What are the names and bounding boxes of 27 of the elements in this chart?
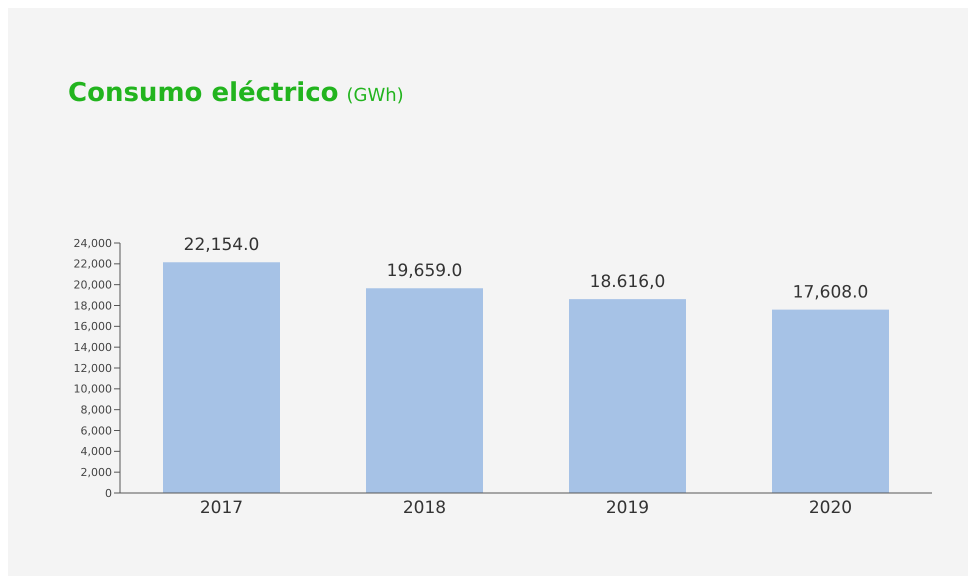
bar [163,262,280,493]
y-tick-label: 22,000 [74,258,112,271]
data-label: 17,608.0 [792,282,868,303]
y-tick-label: 12,000 [74,362,112,375]
y-tick-label: 24,000 [74,236,112,250]
y-tick-label: 14,000 [74,341,112,354]
y-tick-label: 16,000 [74,320,112,334]
y-tick-label: 10,000 [74,382,112,396]
x-tick-label: 2017 [200,498,244,518]
y-tick-label: 20,000 [74,278,112,292]
y-tick-label: 18,000 [74,299,112,312]
x-tick-label: 2020 [808,498,852,518]
bar [772,310,889,493]
y-tick-label: 4,000 [80,445,112,458]
bar [569,299,686,493]
bar [366,288,483,493]
data-label: 22,154.0 [184,235,260,256]
y-tick-label: 8,000 [80,404,112,417]
data-label: 19,659.0 [386,261,462,282]
y-tick-label: 0 [105,486,112,500]
chart-subtitle: (GWh) [346,85,404,106]
x-tick-label: 2019 [606,498,650,518]
chart-title: Consumo eléctrico [68,78,338,108]
y-tick-label: 2,000 [80,466,112,480]
x-tick-label: 2018 [402,498,446,518]
y-tick-label: 6,000 [80,424,112,438]
data-label: 18.616,0 [590,272,666,292]
